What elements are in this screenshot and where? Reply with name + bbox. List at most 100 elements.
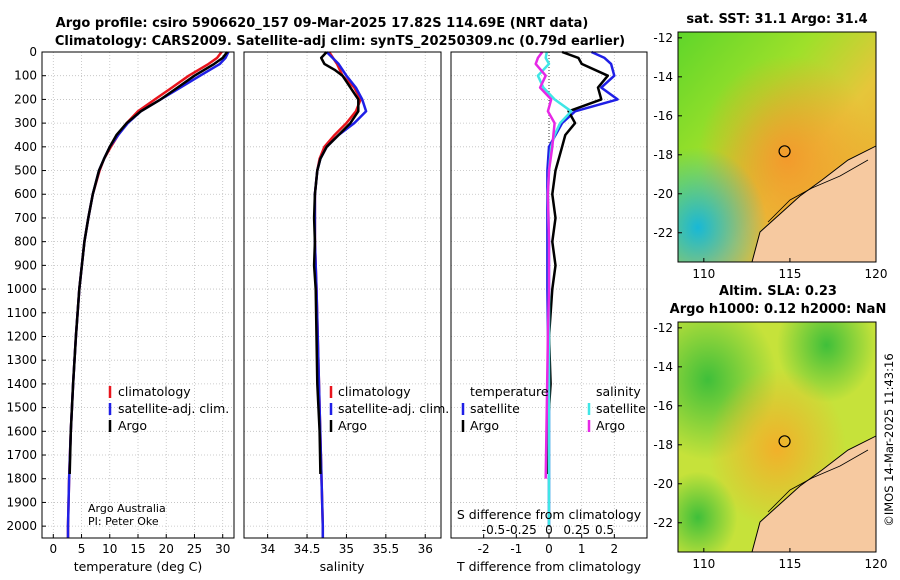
map-y-tick-label: -18 — [653, 148, 673, 162]
x-tick-label: 10 — [102, 542, 117, 556]
salinity-series — [312, 51, 368, 538]
difference-legend: temperature salinity satellite Argo sate… — [461, 384, 646, 433]
map-y-tick-label: -12 — [653, 321, 673, 335]
s-tick-label: 0 — [545, 523, 553, 537]
sla-map-frame — [677, 321, 877, 553]
map-y-tick-label: -14 — [653, 360, 673, 374]
x-tick-label: 35.5 — [372, 542, 399, 556]
y-tick-label: 0 — [29, 45, 37, 59]
x-tick-label: 20 — [159, 542, 174, 556]
legend-salinity-title: salinity — [596, 384, 641, 399]
y-tick-label: 800 — [14, 235, 37, 249]
sla-map-ticks: 110 115 120 -12 -14 -16 -18 -20 -22 — [653, 321, 887, 571]
map-y-tick-label: -16 — [653, 109, 673, 123]
salinity-xlabel: salinity — [320, 559, 365, 574]
difference-series — [534, 50, 619, 527]
y-tick-label: 1700 — [6, 448, 37, 462]
salinity-xticks: 34 34.5 35 35.5 36 — [260, 534, 433, 556]
map-x-tick-label: 110 — [692, 267, 715, 281]
map-x-tick-label: 120 — [865, 267, 888, 281]
y-tick-label: 100 — [14, 69, 37, 83]
temperature-grid — [42, 51, 234, 538]
y-tick-label: 1000 — [6, 282, 37, 296]
credit-pi: PI: Peter Oke — [88, 515, 159, 528]
y-tick-label: 1500 — [6, 401, 37, 415]
y-tick-label: 1200 — [6, 329, 37, 343]
map-x-tick-label: 115 — [778, 267, 801, 281]
legend-temperature-title: temperature — [470, 384, 549, 399]
x-tick-label: 25 — [187, 542, 202, 556]
s-tick-label: 0.25 — [563, 523, 590, 537]
map-x-tick-label: 120 — [865, 557, 888, 571]
temperature-xticks: 0 5 10 15 20 25 30 — [49, 534, 230, 556]
sst-map-title: sat. SST: 31.1 Argo: 31.4 — [686, 12, 867, 27]
y-tick-label: 1300 — [6, 353, 37, 367]
series-line-satellite-adj-clim- — [313, 51, 368, 538]
salinity-grid — [244, 51, 441, 538]
map-x-tick-label: 115 — [778, 557, 801, 571]
x-tick-label: 35 — [339, 542, 354, 556]
s-tick-label: -0.5 — [482, 523, 505, 537]
legend-satellite-label: satellite-adj. clim. — [118, 401, 229, 416]
s-tick-label: -0.25 — [506, 523, 537, 537]
series-line-argo — [312, 51, 360, 475]
x-tick-label: -1 — [510, 542, 522, 556]
header-title-line1: Argo profile: csiro 5906620_157 09-Mar-2… — [56, 16, 589, 31]
x-tick-label: -2 — [478, 542, 490, 556]
sst-map: sat. SST: 31.1 Argo: 31.4 110 115 120 -12 -1… — [653, 12, 887, 281]
sla-map: Altim. SLA: 0.23 Argo h1000: 0.12 h2000:… — [653, 284, 887, 571]
sst-land-mass — [751, 145, 876, 262]
legend-satellite-label: satellite-adj. clim. — [338, 401, 449, 416]
sst-map-ticks: 110 115 120 -12 -14 -16 -18 -20 -22 — [653, 31, 887, 281]
map-y-tick-label: -20 — [653, 187, 673, 201]
legend-argo-label: Argo — [118, 418, 147, 433]
x-tick-label: 5 — [78, 542, 86, 556]
credit-org: Argo Australia — [88, 502, 166, 515]
map-y-tick-label: -14 — [653, 70, 673, 84]
y-tick-label: 500 — [14, 164, 37, 178]
map-y-tick-label: -16 — [653, 399, 673, 413]
y-tick-label: 1400 — [6, 377, 37, 391]
y-tick-label: 1900 — [6, 495, 37, 509]
legend-t-satellite-label: satellite — [470, 401, 520, 416]
difference-panel: -2 -1 0 1 2 -0.5 -0.25 0 0.25 0.5 S difference f… — [450, 50, 648, 574]
x-tick-label: 0 — [49, 542, 57, 556]
x-tick-label: 34 — [260, 542, 275, 556]
salinity-axes-frame — [243, 51, 442, 539]
sla-bathymetry-contour — [767, 449, 869, 513]
series-line-argo — [68, 51, 229, 475]
y-tick-label: 400 — [14, 140, 37, 154]
legend-s-satellite-label: satellite — [596, 401, 646, 416]
header-title-line2: Climatology: CARS2009. Satellite-adj cli… — [55, 34, 625, 49]
sla-land-mass — [751, 435, 876, 552]
legend-argo-label: Argo — [338, 418, 367, 433]
map-y-tick-label: -12 — [653, 31, 673, 45]
t-difference-xlabel: T difference from climatology — [456, 559, 642, 574]
sla-map-subtitle: Argo h1000: 0.12 h2000: NaN — [670, 302, 887, 317]
x-tick-label: 2 — [611, 542, 619, 556]
map-y-tick-label: -20 — [653, 477, 673, 491]
x-tick-label: 34.5 — [294, 542, 321, 556]
y-tick-label: 900 — [14, 258, 37, 272]
series-line-t-satellite — [546, 50, 619, 527]
s-difference-title: S difference from climatology — [457, 507, 642, 522]
legend-climatology-label: climatology — [118, 384, 191, 399]
map-y-tick-label: -22 — [653, 226, 673, 240]
y-tick-label: 1100 — [6, 306, 37, 320]
legend-climatology-label: climatology — [338, 384, 411, 399]
x-tick-label: 36 — [418, 542, 433, 556]
s-difference-xticks: -0.5 -0.25 0 0.25 0.5 — [482, 523, 614, 537]
y-tick-label: 200 — [14, 92, 37, 106]
y-tick-label: 600 — [14, 187, 37, 201]
map-y-tick-label: -18 — [653, 438, 673, 452]
temperature-legend: climatology satellite-adj. clim. Argo — [108, 384, 229, 433]
y-tick-label: 1800 — [6, 472, 37, 486]
depth-yticks: 0 100 200 300 400 500 600 700 800 900 1000 1100 1200… — [6, 45, 46, 533]
temperature-xlabel: temperature (deg C) — [74, 559, 203, 574]
sla-map-title: Altim. SLA: 0.23 — [719, 284, 837, 299]
map-x-tick-label: 110 — [692, 557, 715, 571]
s-tick-label: 0.5 — [595, 523, 614, 537]
y-tick-label: 1600 — [6, 424, 37, 438]
imos-timestamp: ©IMOS 14-Mar-2025 11:43:16 — [882, 353, 896, 526]
